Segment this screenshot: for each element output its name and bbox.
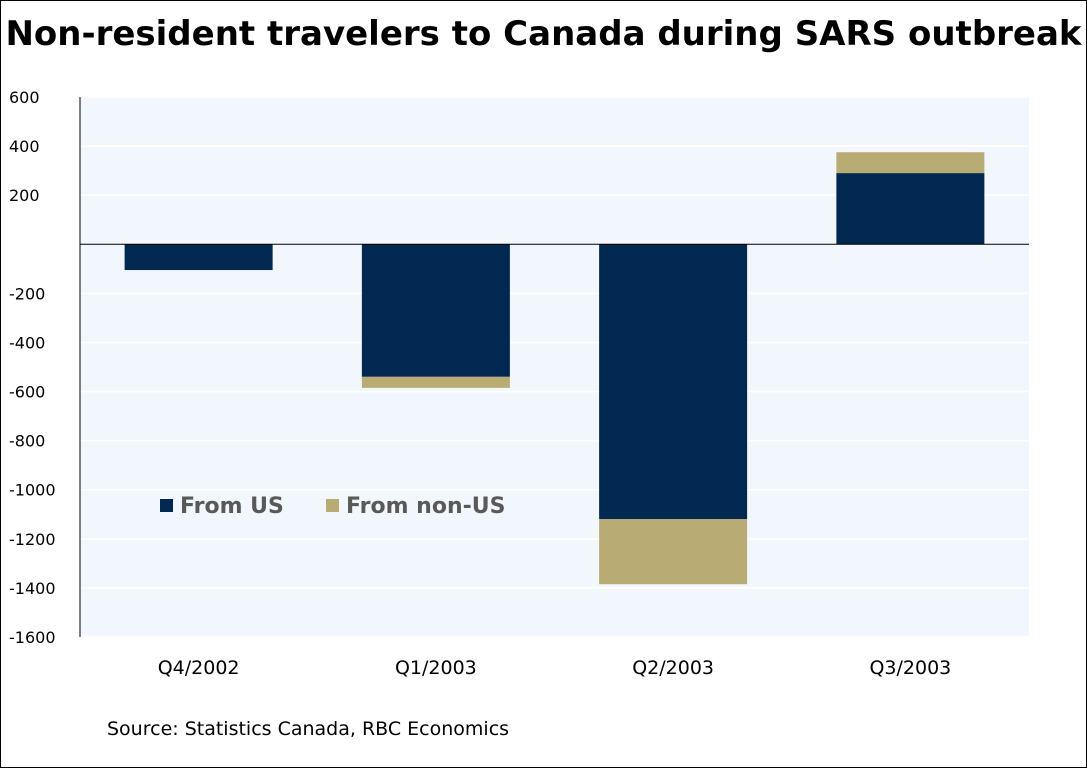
y-tick-label: -1600 bbox=[9, 628, 56, 647]
bar-from-non-us-q1-2003 bbox=[361, 376, 510, 388]
bar-from-us-q2-2003 bbox=[599, 244, 748, 520]
y-tick-label: -1200 bbox=[9, 530, 56, 549]
y-tick-label: 600 bbox=[9, 88, 40, 107]
y-tick-label: -1000 bbox=[9, 481, 56, 500]
source-note: Source: Statistics Canada, RBC Economics bbox=[107, 718, 510, 740]
x-tick-label: Q2/2003 bbox=[632, 657, 714, 679]
y-tick-label: -1400 bbox=[9, 579, 56, 598]
bar-from-us-q3-2003 bbox=[836, 173, 985, 245]
gridlines bbox=[80, 96, 1029, 638]
legend-swatch bbox=[326, 499, 339, 512]
y-tick-labels: 600 400 200 -200 -400 -600 -800 -1000 -1200 -1400… bbox=[9, 88, 56, 647]
legend: From US From non-US bbox=[160, 494, 505, 519]
legend-label: From US bbox=[180, 494, 284, 519]
x-tick-labels: Q4/2002 Q1/2003 Q2/2003 Q3/2003 bbox=[158, 657, 952, 679]
y-tick-label: -800 bbox=[9, 432, 45, 451]
x-tick-label: Q3/2003 bbox=[869, 657, 951, 679]
y-tick-label: 200 bbox=[9, 186, 40, 205]
legend-label: From non-US bbox=[346, 494, 505, 519]
y-tick-label: -400 bbox=[9, 333, 45, 352]
legend-swatch bbox=[160, 499, 173, 512]
y-tick-label: 400 bbox=[9, 137, 40, 156]
bars bbox=[124, 152, 985, 585]
bar-from-non-us-q2-2003 bbox=[599, 519, 748, 585]
x-tick-label: Q4/2002 bbox=[158, 657, 240, 679]
bar-from-us-q4-2002 bbox=[124, 244, 273, 271]
y-tick-label: -200 bbox=[9, 284, 45, 303]
y-tick-label: -600 bbox=[9, 383, 45, 402]
bar-from-us-q1-2003 bbox=[361, 244, 510, 377]
x-tick-label: Q1/2003 bbox=[395, 657, 477, 679]
bar-from-non-us-q3-2003 bbox=[836, 152, 985, 174]
chart-title: Non-resident travelers to Canada during … bbox=[5, 14, 1082, 54]
